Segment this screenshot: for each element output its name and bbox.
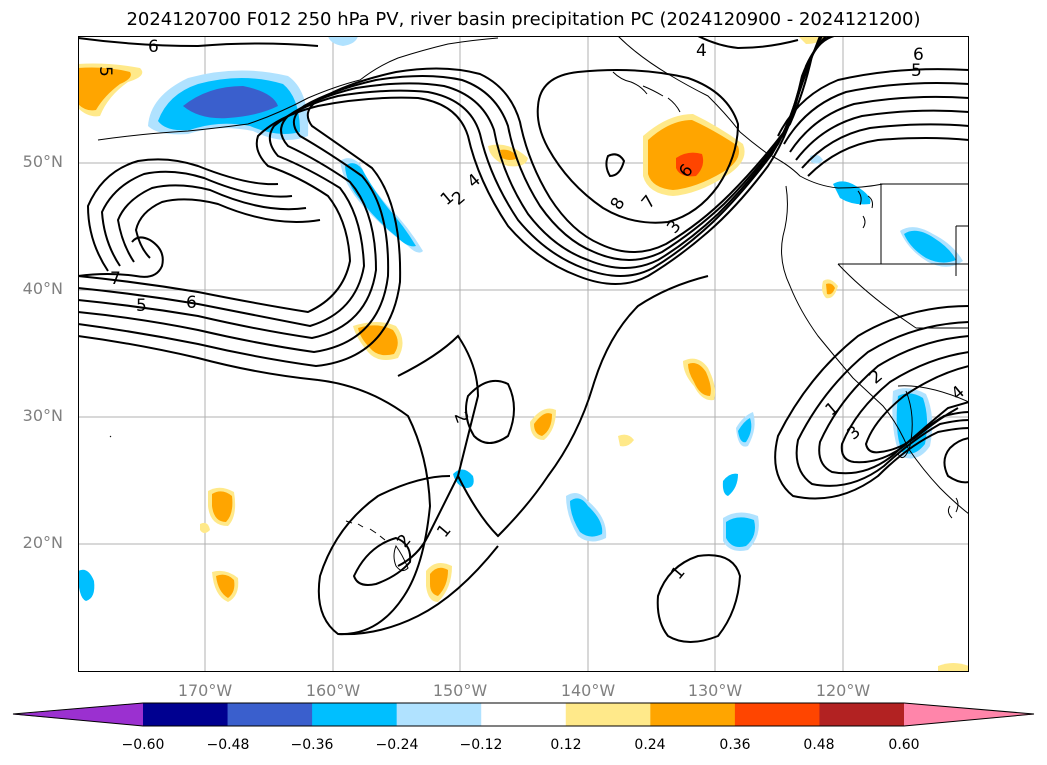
coastlines (97, 36, 969, 572)
lon-label: 150°W (432, 681, 488, 700)
colorbar-cell (312, 703, 398, 726)
positive-precip-anomalies (78, 36, 969, 672)
contour-label: 1 (433, 521, 455, 542)
contour-label: 2 (393, 531, 415, 552)
colorbar-cell (481, 703, 567, 726)
colorbar-tick: 0.12 (550, 737, 582, 753)
contour-label: 6 (148, 37, 159, 57)
pv-contours (78, 36, 969, 643)
contour-label: 4 (464, 170, 485, 192)
colorbar-tick: 0.36 (719, 737, 751, 753)
map-title: 2024120700 F012 250 hPa PV, river basin … (126, 9, 921, 30)
contour-label: 4 (696, 41, 707, 61)
colorbar-cell (819, 703, 905, 726)
colorbar-extend-low (13, 703, 143, 726)
contour-label: 8 (607, 194, 630, 213)
colorbar-cell (565, 703, 651, 726)
contour-label: 3 (844, 422, 865, 444)
colorbar-cell (734, 703, 820, 726)
lon-label: 140°W (560, 681, 616, 700)
contour-label: 5 (95, 66, 115, 77)
map-area: 6 4 6 5 5 7 5 6 2 4 1 8 7 3 6 2 2 1 1 1 … (78, 36, 969, 672)
colorbar-cell (227, 703, 313, 726)
lon-label: 170°W (177, 681, 233, 700)
contour-label: 7 (638, 192, 660, 213)
colorbar-cell (396, 703, 482, 726)
colorbar-tick: −0.60 (121, 737, 165, 753)
lon-label: 160°W (305, 681, 361, 700)
lat-label: 20°N (22, 533, 63, 552)
lat-label: 30°N (22, 406, 63, 425)
colorbar-tick: −0.24 (375, 737, 419, 753)
lon-label: 130°W (687, 681, 743, 700)
colorbar-tick: 0.60 (888, 737, 920, 753)
colorbar-cell (143, 703, 229, 726)
colorbar-tick: 0.24 (634, 737, 666, 753)
contour-label: 2 (866, 366, 887, 388)
lat-label: 40°N (22, 279, 63, 298)
colorbar-tick: −0.36 (290, 737, 334, 753)
contour-label: 5 (911, 61, 922, 81)
colorbar (12, 702, 1035, 727)
lon-label: 120°W (815, 681, 871, 700)
colorbar-tick: −0.48 (206, 737, 250, 753)
contour-label: 7 (110, 269, 121, 289)
colorbar-tick: 0.48 (803, 737, 835, 753)
lat-label: 50°N (22, 152, 63, 171)
graticule (78, 36, 969, 672)
contour-label: 5 (136, 296, 147, 316)
colorbar-tick: −0.12 (459, 737, 503, 753)
colorbar-cell (650, 703, 736, 726)
contour-label: 6 (913, 45, 924, 65)
contour-label: 6 (186, 293, 197, 313)
colorbar-extend-high (904, 703, 1034, 726)
